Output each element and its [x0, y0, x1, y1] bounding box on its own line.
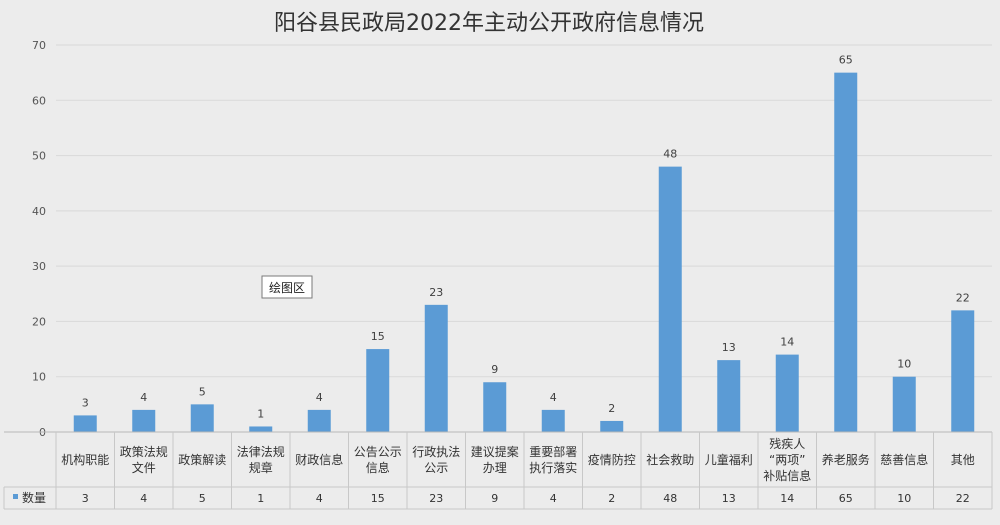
category-label: 慈善信息	[880, 452, 928, 467]
data-label: 4	[550, 391, 557, 404]
category-label: 机构职能	[61, 452, 109, 467]
bar	[366, 349, 390, 432]
bar	[834, 72, 858, 433]
table-value: 2	[608, 492, 615, 505]
y-tick-label: 60	[32, 94, 46, 107]
data-label: 4	[140, 391, 147, 404]
bar	[600, 420, 624, 432]
y-axis-ticks: 010203040506070	[32, 39, 46, 439]
table-value: 65	[839, 492, 853, 505]
data-label: 65	[839, 54, 853, 67]
data-label: 15	[371, 330, 385, 343]
table-value: 4	[316, 492, 323, 505]
bar	[73, 415, 97, 432]
legend-swatch	[13, 494, 18, 499]
data-label: 22	[956, 291, 970, 304]
data-label: 14	[780, 336, 794, 349]
table-value: 9	[491, 492, 498, 505]
category-label: 政策解读	[178, 453, 226, 467]
y-tick-label: 30	[32, 260, 46, 273]
data-label: 23	[429, 286, 443, 299]
data-label: 13	[722, 341, 736, 354]
bar	[951, 310, 975, 432]
table-value: 5	[199, 492, 206, 505]
y-tick-label: 10	[32, 371, 46, 384]
category-label: 财政信息	[295, 452, 343, 467]
bar	[483, 382, 507, 432]
table-value: 4	[140, 492, 147, 505]
table-value: 1	[257, 492, 264, 505]
y-tick-label: 20	[32, 315, 46, 328]
table-value: 48	[663, 492, 677, 505]
table-value: 22	[956, 492, 970, 505]
table-value: 4	[550, 492, 557, 505]
table-value: 15	[371, 492, 385, 505]
category-label: 重要部署执行落实	[529, 444, 577, 475]
category-label: 其他	[951, 453, 975, 467]
bar	[307, 409, 331, 432]
plot-area-tooltip: 绘图区	[261, 275, 313, 299]
category-label: 社会救助	[646, 452, 694, 467]
data-label: 1	[257, 407, 264, 420]
data-label: 3	[82, 396, 89, 409]
data-label: 10	[897, 358, 911, 371]
category-label: 养老服务	[822, 452, 870, 467]
gridlines	[56, 44, 992, 378]
data-label: 2	[608, 402, 615, 415]
legend-label: 数量	[22, 490, 46, 505]
category-label: 儿童福利	[705, 452, 753, 467]
category-label: 行政执法公示	[412, 445, 460, 475]
category-label: 政策法规文件	[120, 444, 168, 475]
bar	[424, 304, 448, 432]
bar	[717, 360, 741, 432]
bar	[132, 409, 156, 432]
data-label: 9	[491, 363, 498, 376]
bar	[775, 354, 799, 432]
data-label: 48	[663, 148, 677, 161]
bar	[190, 404, 214, 432]
category-label: 公告公示信息	[354, 445, 402, 475]
chart-title: 阳谷县民政局2022年主动公开政府信息情况	[274, 11, 704, 36]
category-label: 残疾人“两项”补贴信息	[763, 436, 811, 483]
tooltip-label: 绘图区	[269, 280, 305, 295]
table-value: 14	[780, 492, 794, 505]
table-value: 23	[429, 492, 443, 505]
table-value: 3	[82, 492, 89, 505]
tooltip-box	[261, 275, 313, 299]
bars	[73, 72, 975, 433]
bar	[892, 376, 916, 432]
category-label: 法律法规规章	[237, 444, 285, 475]
y-tick-label: 40	[32, 205, 46, 218]
bar	[541, 409, 565, 432]
y-tick-label: 70	[32, 39, 46, 52]
table-value: 13	[722, 492, 736, 505]
data-table: 机构职能 3 政策法规文件 4 政策解读 5 法律法规规章 1 财政信息 4 公告公示信息 15 行政执…	[3, 431, 993, 510]
category-label: 建议提案办理	[471, 444, 519, 475]
y-tick-label: 50	[32, 150, 46, 163]
category-label: 疫情防控	[588, 452, 636, 467]
data-label: 5	[199, 385, 206, 398]
table-value: 10	[897, 492, 911, 505]
data-label: 4	[316, 391, 323, 404]
bar	[658, 166, 682, 432]
bar	[249, 426, 273, 432]
